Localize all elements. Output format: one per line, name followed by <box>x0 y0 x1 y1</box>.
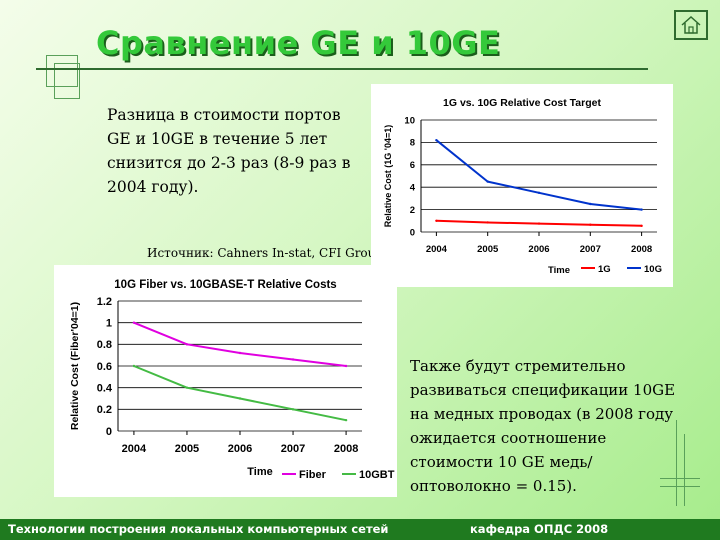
x-tick-label: 2005 <box>477 244 499 255</box>
legend-label: 10GBT <box>359 469 395 481</box>
chart-title: 1G vs. 10G Relative Cost Target <box>443 97 601 109</box>
y-tick-label: 0.6 <box>97 361 112 373</box>
y-tick-label: 0 <box>410 227 415 238</box>
legend-label: Fiber <box>299 469 327 481</box>
chart-1g-vs-10g: 1G vs. 10G Relative Cost Target 0 2 4 6 8 10 20… <box>383 97 662 276</box>
chart-fiber-10gbt-box: 10G Fiber vs. 10GBASE-T Relative Costs 0 0… <box>54 265 397 497</box>
series-line-10g <box>435 139 642 211</box>
data-point-10g <box>640 208 643 211</box>
x-tick-label: 2004 <box>426 244 448 255</box>
x-tick-label: 2006 <box>228 443 252 455</box>
cost-difference-text: Разница в стоимости портов GE и 10GE в т… <box>107 106 351 196</box>
decor-line <box>684 434 685 506</box>
data-point-1g <box>486 221 489 224</box>
home-button[interactable] <box>674 10 708 40</box>
x-tick-label: 2008 <box>631 244 652 255</box>
y-tick-label: 2 <box>410 205 415 216</box>
y-tick-label: 0.4 <box>97 383 113 395</box>
y-tick-label: 4 <box>410 183 416 194</box>
data-point-1g <box>589 223 592 226</box>
x-tick-label: 2007 <box>281 443 305 455</box>
source-note: Источник: Cahners In-stat, CFI Group <box>147 246 384 260</box>
data-point-10g <box>589 202 592 206</box>
y-tick-label: 10 <box>404 115 415 126</box>
data-point-1g <box>640 224 643 228</box>
data-point-fiber <box>291 358 295 361</box>
x-tick-label: 2005 <box>175 443 199 455</box>
data-point-10gbt <box>238 397 242 400</box>
x-tick-label: 2006 <box>528 244 549 255</box>
x-axis-label: Time <box>548 265 570 276</box>
page-title: Сравнение GE и 10GE <box>96 24 501 62</box>
home-icon <box>681 15 701 34</box>
chart-title: 10G Fiber vs. 10GBASE-T Relative Costs <box>114 279 336 291</box>
x-tick-label: 2007 <box>580 244 601 255</box>
y-tick-label: 0 <box>106 426 112 438</box>
data-point-10gbt <box>344 418 348 422</box>
decor-line <box>676 420 677 506</box>
y-tick-label: 1 <box>106 318 112 330</box>
y-tick-label: 0.8 <box>97 339 112 351</box>
y-tick-label: 8 <box>410 138 415 149</box>
data-point-10g <box>435 138 438 142</box>
decor-square <box>46 55 78 87</box>
chart-1g-10g-box: 1G vs. 10G Relative Cost Target 0 2 4 6 8 10 20… <box>371 84 673 287</box>
decor-line <box>660 478 700 479</box>
legend-label: 10G <box>644 264 662 275</box>
data-point-10gbt <box>132 364 136 368</box>
y-tick-label: 0.2 <box>97 404 112 416</box>
data-point-fiber <box>344 364 348 368</box>
data-point-fiber <box>185 343 189 346</box>
x-tick-label: 2008 <box>334 443 358 455</box>
y-axis-label: Relative Cost (Fiber'04=1) <box>69 302 81 430</box>
legend-label: 1G <box>598 264 611 275</box>
decor-square <box>54 63 80 99</box>
chart-fiber-vs-10gbaset: 10G Fiber vs. 10GBASE-T Relative Costs 0 0… <box>69 279 395 481</box>
y-tick-label: 6 <box>410 160 415 171</box>
series-line-10gbt <box>133 365 347 422</box>
data-point-10g <box>486 180 489 183</box>
data-point-1g <box>537 222 541 225</box>
footer-bar: Технологии построения локальных компьюте… <box>0 519 720 540</box>
data-point-10gbt <box>291 408 295 411</box>
data-point-1g <box>435 219 438 222</box>
data-point-fiber <box>132 321 136 324</box>
decor-line <box>660 486 700 487</box>
footer-course: Технологии построения локальных компьюте… <box>8 522 389 536</box>
x-tick-label: 2004 <box>122 443 147 455</box>
data-point-fiber <box>238 351 242 355</box>
footer-department: кафедра ОПДС 2008 <box>470 522 609 536</box>
x-axis-label: Time <box>247 466 272 478</box>
title-divider <box>36 68 648 70</box>
copper-spec-text: Также будут стремительно развиваться спе… <box>410 357 676 495</box>
y-tick-label: 1.2 <box>97 296 112 308</box>
data-point-10g <box>537 191 541 194</box>
y-axis-label: Relative Cost (1G '04=1) <box>383 125 393 227</box>
data-point-10gbt <box>185 386 189 389</box>
